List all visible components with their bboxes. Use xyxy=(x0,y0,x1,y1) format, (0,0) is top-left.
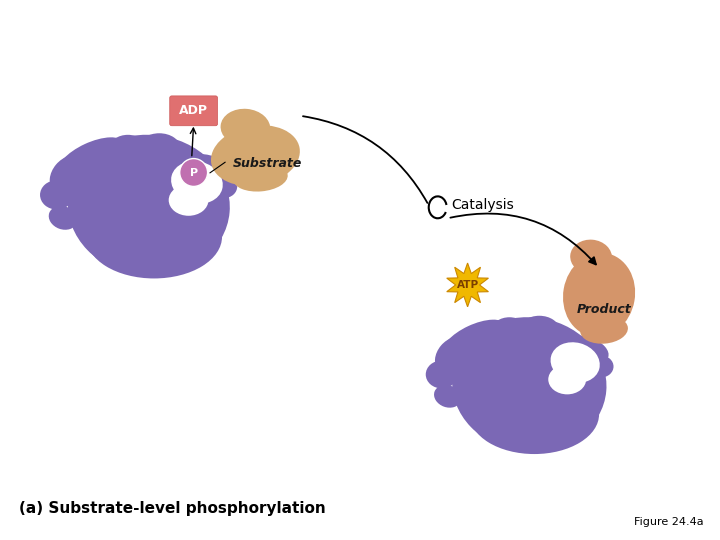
Ellipse shape xyxy=(434,385,462,408)
Text: Enzyme: Enzyme xyxy=(93,276,165,294)
Text: Catalysis: Catalysis xyxy=(451,198,514,212)
Ellipse shape xyxy=(492,318,527,342)
Ellipse shape xyxy=(211,175,237,198)
Ellipse shape xyxy=(40,180,73,210)
Text: ATP: ATP xyxy=(456,280,479,290)
Ellipse shape xyxy=(187,154,232,184)
Ellipse shape xyxy=(435,337,468,372)
Ellipse shape xyxy=(469,374,599,454)
Ellipse shape xyxy=(566,336,608,363)
Ellipse shape xyxy=(109,135,146,161)
Circle shape xyxy=(180,159,207,186)
Text: P: P xyxy=(189,167,198,178)
Polygon shape xyxy=(446,263,488,307)
Ellipse shape xyxy=(138,133,180,163)
Text: ADP: ADP xyxy=(179,104,208,117)
Ellipse shape xyxy=(49,206,77,230)
Ellipse shape xyxy=(58,137,125,179)
Text: Enzyme: Enzyme xyxy=(478,455,551,473)
Ellipse shape xyxy=(563,253,635,337)
Ellipse shape xyxy=(50,156,85,193)
Ellipse shape xyxy=(86,195,222,279)
Text: Product: Product xyxy=(577,303,631,316)
Ellipse shape xyxy=(171,161,222,204)
Ellipse shape xyxy=(168,185,208,216)
Text: Substrate: Substrate xyxy=(233,157,302,170)
Ellipse shape xyxy=(233,164,288,192)
Ellipse shape xyxy=(519,316,559,343)
Ellipse shape xyxy=(211,125,300,186)
Ellipse shape xyxy=(570,240,612,274)
Ellipse shape xyxy=(580,316,628,344)
Ellipse shape xyxy=(220,109,270,147)
FancyBboxPatch shape xyxy=(170,96,217,126)
Ellipse shape xyxy=(551,342,600,383)
Ellipse shape xyxy=(452,317,606,451)
Ellipse shape xyxy=(426,361,458,388)
Text: Figure 24.4a: Figure 24.4a xyxy=(634,517,703,526)
Ellipse shape xyxy=(548,364,586,394)
Ellipse shape xyxy=(68,135,230,276)
Text: (a) Substrate-level phosphorylation: (a) Substrate-level phosphorylation xyxy=(19,501,326,516)
Ellipse shape xyxy=(589,355,613,377)
Ellipse shape xyxy=(442,320,507,360)
